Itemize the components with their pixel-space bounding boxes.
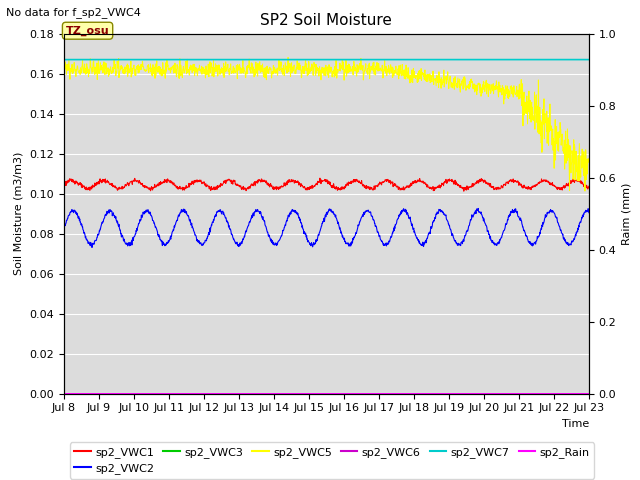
sp2_VWC1 (100, 179, 108, 185)
sp2_VWC3 (283, 391, 291, 396)
sp2_VWC7 (60, 57, 68, 62)
sp2_VWC5 (359, 63, 367, 69)
sp2_VWC3 (294, 391, 301, 396)
sp2_VWC6 (585, 391, 593, 396)
sp2_VWC5 (585, 158, 593, 164)
sp2_VWC1 (316, 175, 324, 181)
sp2_VWC1 (294, 178, 301, 184)
sp2_VWC7 (359, 57, 367, 62)
sp2_VWC5 (581, 188, 589, 194)
sp2_VWC5 (294, 65, 301, 71)
sp2_Rain (294, 391, 301, 396)
sp2_VWC3 (60, 391, 68, 396)
sp2_VWC3 (100, 391, 108, 396)
sp2_VWC1 (122, 183, 130, 189)
sp2_VWC1 (303, 187, 311, 193)
sp2_VWC3 (122, 391, 130, 396)
sp2_Rain (60, 391, 68, 396)
sp2_VWC6 (283, 391, 291, 396)
sp2_VWC1 (585, 183, 593, 189)
Line: sp2_VWC1: sp2_VWC1 (64, 178, 589, 191)
sp2_VWC2 (294, 211, 301, 216)
sp2_VWC3 (303, 391, 311, 396)
Text: No data for f_sp2_VWC4: No data for f_sp2_VWC4 (6, 7, 141, 18)
Y-axis label: Soil Moisture (m3/m3): Soil Moisture (m3/m3) (14, 152, 24, 276)
sp2_VWC2 (474, 205, 482, 211)
sp2_VWC2 (303, 236, 311, 242)
sp2_VWC2 (585, 210, 593, 216)
Text: TZ_osu: TZ_osu (66, 25, 109, 36)
sp2_VWC2 (283, 218, 291, 224)
sp2_VWC7 (294, 57, 301, 62)
sp2_Rain (122, 391, 130, 396)
sp2_VWC5 (100, 66, 108, 72)
sp2_VWC7 (122, 57, 130, 62)
sp2_VWC3 (585, 391, 593, 396)
sp2_VWC5 (284, 55, 292, 60)
sp2_VWC1 (283, 179, 291, 185)
sp2_VWC1 (359, 181, 367, 187)
sp2_VWC2 (122, 241, 130, 247)
Text: Time: Time (561, 419, 589, 429)
sp2_VWC1 (460, 188, 468, 194)
sp2_VWC5 (60, 69, 68, 74)
sp2_VWC2 (60, 223, 68, 229)
sp2_VWC6 (359, 391, 367, 396)
sp2_Rain (585, 391, 593, 396)
sp2_Rain (283, 391, 291, 396)
Line: sp2_VWC5: sp2_VWC5 (64, 58, 589, 191)
sp2_VWC6 (294, 391, 301, 396)
sp2_VWC3 (359, 391, 367, 396)
sp2_VWC1 (60, 183, 68, 189)
Title: SP2 Soil Moisture: SP2 Soil Moisture (260, 13, 392, 28)
sp2_Rain (100, 391, 108, 396)
sp2_VWC7 (283, 57, 291, 62)
sp2_VWC5 (303, 73, 311, 79)
sp2_VWC6 (60, 391, 68, 396)
sp2_VWC2 (101, 213, 109, 218)
Y-axis label: Raim (mm): Raim (mm) (622, 182, 632, 245)
Legend: sp2_VWC1, sp2_VWC2, sp2_VWC3, sp2_VWC5, sp2_VWC6, sp2_VWC7, sp2_Rain: sp2_VWC1, sp2_VWC2, sp2_VWC3, sp2_VWC5, … (70, 443, 595, 479)
sp2_VWC6 (100, 391, 108, 396)
sp2_VWC2 (359, 214, 367, 219)
sp2_VWC7 (100, 57, 108, 62)
sp2_VWC7 (303, 57, 311, 62)
sp2_VWC6 (303, 391, 311, 396)
sp2_Rain (303, 391, 311, 396)
Line: sp2_VWC2: sp2_VWC2 (64, 208, 589, 248)
sp2_VWC5 (122, 69, 130, 75)
sp2_VWC2 (88, 245, 96, 251)
sp2_Rain (359, 391, 367, 396)
sp2_VWC7 (585, 57, 593, 62)
sp2_VWC5 (283, 66, 291, 72)
sp2_VWC6 (122, 391, 130, 396)
